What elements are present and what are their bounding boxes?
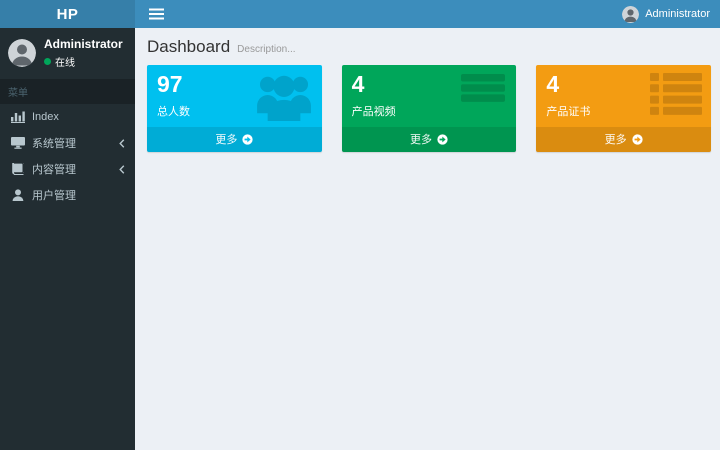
- arrow-circle-right-icon: [242, 134, 253, 145]
- sidebar-user-panel: Administrator 在线: [0, 28, 135, 79]
- book-icon: [10, 163, 26, 175]
- more-label: 更多: [410, 134, 432, 147]
- desktop-icon: [10, 137, 26, 149]
- sidebar-user-name: Administrator: [44, 37, 123, 51]
- sidebar-avatar: [8, 39, 36, 67]
- info-box-row: 97 总人数 更多: [135, 65, 720, 153]
- infobox-total-people: 97 总人数 更多: [147, 65, 322, 153]
- page-title: Dashboard: [147, 37, 231, 56]
- sidebar-item-label: 用户管理: [32, 190, 76, 202]
- sidebar-user-status[interactable]: 在线: [44, 54, 123, 69]
- infobox-value: 4: [351, 71, 365, 97]
- infobox-more-link[interactable]: 更多: [147, 127, 322, 153]
- sidebar-item-content-mgmt[interactable]: 内容管理: [0, 156, 135, 182]
- more-label: 更多: [604, 134, 627, 147]
- top-header: HP Administrator: [0, 0, 720, 28]
- infobox-label: 产品视频: [351, 106, 396, 119]
- more-label: 更多: [215, 134, 238, 147]
- navbar-user-menu[interactable]: Administrator: [622, 5, 710, 23]
- hamburger-icon[interactable]: [144, 3, 168, 25]
- chevron-left-icon: [119, 138, 125, 148]
- sidebar-menu-header: 菜单: [0, 79, 135, 104]
- sidebar-item-index[interactable]: Index: [0, 104, 135, 130]
- sidebar-item-system-mgmt[interactable]: 系统管理: [0, 130, 135, 156]
- user-icon: [10, 189, 26, 201]
- infobox-value: 97: [157, 71, 183, 97]
- infobox-value: 4: [546, 71, 560, 97]
- sidebar-item-label: 系统管理: [32, 138, 76, 150]
- status-label: 在线: [55, 58, 75, 69]
- sidebar-item-label: 内容管理: [32, 164, 76, 176]
- infobox-more-link[interactable]: 更多: [341, 127, 517, 153]
- navbar: Administrator: [135, 0, 720, 28]
- infobox-more-link[interactable]: 更多: [536, 127, 712, 153]
- navbar-username: Administrator: [645, 8, 710, 20]
- arrow-circle-right-icon: [632, 134, 643, 145]
- main-content: Dashboard Description... 97: [135, 28, 720, 450]
- navbar-avatar: [622, 5, 640, 23]
- bars-icon: [461, 74, 507, 107]
- users-icon: [255, 71, 313, 126]
- infobox-label: 总人数: [157, 106, 190, 119]
- bar-chart-icon: [10, 111, 26, 123]
- chevron-left-icon: [119, 164, 125, 174]
- logo[interactable]: HP: [0, 0, 135, 28]
- infobox-product-certificates: 4 产品证书 更多: [536, 65, 712, 153]
- sidebar-item-user-mgmt[interactable]: 用户管理: [0, 182, 135, 208]
- infobox-product-videos: 4 产品视频 更多: [341, 65, 517, 153]
- sidebar-item-label: Index: [32, 111, 59, 123]
- infobox-label: 产品证书: [546, 106, 591, 119]
- arrow-circle-right-icon: [437, 134, 448, 145]
- page-subtitle: Description...: [237, 44, 296, 55]
- online-status-icon: [44, 58, 51, 65]
- th-list-icon: [650, 73, 703, 120]
- content-header: Dashboard Description...: [135, 28, 720, 65]
- sidebar: Administrator 在线 菜单 Index: [0, 28, 135, 450]
